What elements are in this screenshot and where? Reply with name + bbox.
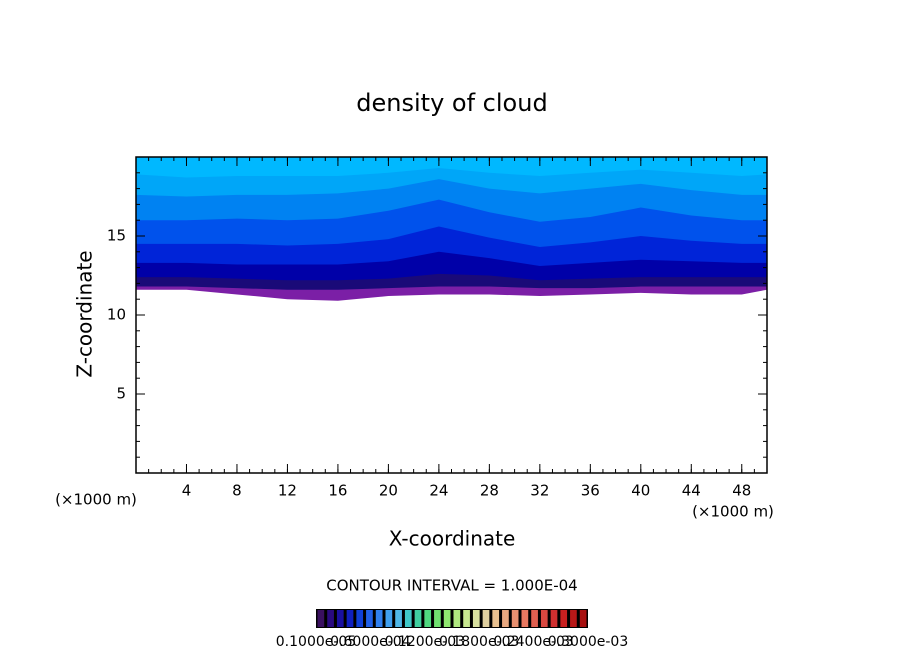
- colorbar-swatch: [570, 610, 577, 627]
- colorbar-swatch: [385, 610, 393, 627]
- colorbar-swatch: [492, 610, 500, 627]
- colorbar-swatch: [366, 610, 373, 627]
- x-tick-label: 48: [732, 482, 751, 500]
- colorbar-swatch: [414, 610, 422, 627]
- x-tick-label: 12: [278, 482, 297, 500]
- colorbar-label: 0.1200e-03: [385, 634, 465, 650]
- colorbar-label: 0.1000e-05: [276, 634, 356, 650]
- colorbar-swatch: [375, 610, 383, 627]
- colorbar-label: 0.2400e-03: [493, 634, 573, 650]
- x-tick-label: 28: [480, 482, 499, 500]
- colorbar-swatch: [472, 610, 480, 627]
- colorbar-swatch: [579, 610, 587, 627]
- y-tick-label: 10: [107, 306, 126, 324]
- x-tick-label: 44: [682, 482, 701, 500]
- contour-band: [136, 157, 767, 178]
- x-tick-label: 16: [328, 482, 347, 500]
- y-tick-label: 5: [116, 385, 126, 403]
- colorbar-swatch: [443, 610, 451, 627]
- colorbar-label: 0.1800e-03: [439, 634, 519, 650]
- colorbar-swatch: [434, 610, 441, 627]
- x-tick-label: 36: [581, 482, 600, 500]
- colorbar-swatch: [395, 610, 402, 627]
- colorbar-label: 0.6000e-04: [330, 634, 411, 650]
- colorbar-swatch: [482, 610, 490, 627]
- x-unit-label: (×1000 m): [55, 491, 137, 509]
- colorbar-swatch: [356, 610, 364, 627]
- x-axis-label: X-coordinate: [389, 527, 516, 551]
- colorbar-label: 0.3000e-03: [548, 634, 628, 650]
- x-tick-label: 32: [530, 482, 549, 500]
- colorbar-swatch: [531, 610, 538, 627]
- colorbar-swatch: [327, 610, 334, 627]
- colorbar-swatch: [404, 610, 412, 627]
- colorbar-swatch: [336, 610, 344, 627]
- colorbar-swatch: [540, 610, 548, 627]
- colorbar-swatch: [453, 610, 461, 627]
- colorbar-swatch: [502, 610, 509, 627]
- colorbar-swatch: [463, 610, 470, 627]
- colorbar-swatch: [317, 610, 325, 627]
- colorbar-frame: [316, 609, 588, 628]
- colorbar-swatch: [424, 610, 432, 627]
- contour-field: [136, 157, 767, 301]
- x-unit-label: (×1000 m): [692, 503, 774, 521]
- annotation: CONTOUR INTERVAL = 1.000E-04: [326, 577, 577, 595]
- colorbar-swatch: [521, 610, 529, 627]
- x-tick-label: 20: [379, 482, 398, 500]
- colorbar-swatch: [560, 610, 568, 627]
- x-tick-label: 40: [631, 482, 650, 500]
- x-tick-label: 4: [182, 482, 192, 500]
- colorbar-swatch: [346, 610, 354, 627]
- colorbar-swatch: [550, 610, 558, 627]
- y-axis-label: Z-coordinate: [73, 250, 97, 377]
- y-tick-label: 15: [107, 227, 126, 245]
- colorbar: 0.1000e-050.6000e-040.1200e-030.1800e-03…: [276, 609, 628, 650]
- chart-title: density of cloud: [356, 89, 547, 117]
- x-tick-label: 24: [429, 482, 448, 500]
- x-tick-label: 8: [232, 482, 242, 500]
- colorbar-swatch: [511, 610, 519, 627]
